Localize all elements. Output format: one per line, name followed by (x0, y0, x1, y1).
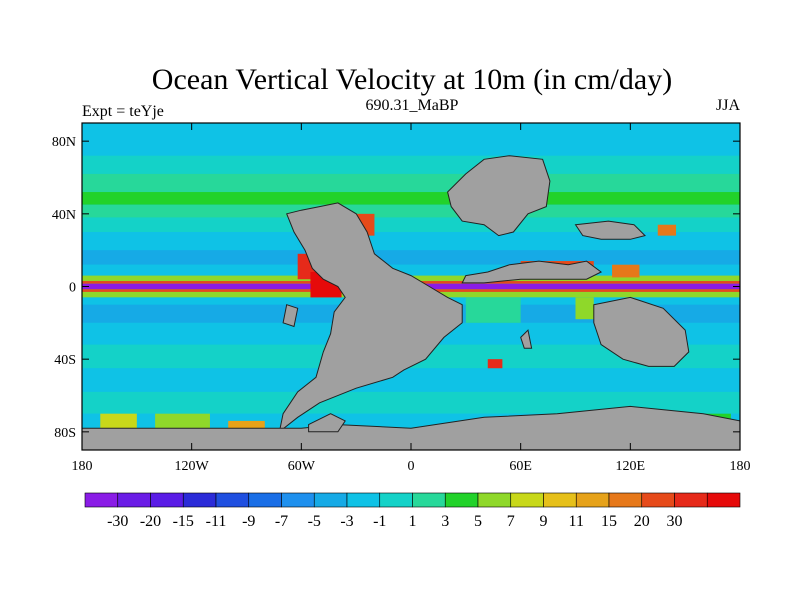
colorbar-swatch (510, 492, 544, 508)
colorbar-label: -3 (340, 513, 353, 530)
x-tick-label: 60E (509, 459, 532, 474)
colorbar-label: 9 (540, 513, 548, 530)
colorbar-label: -30 (107, 513, 128, 530)
colorbar-label: -11 (206, 513, 227, 530)
y-axis: 80N 40N 0 40S 80S (52, 135, 740, 441)
colorbar-label: -15 (173, 513, 194, 530)
colorbar-swatch (575, 492, 610, 508)
colorbar-swatch (444, 492, 479, 508)
colorbar-swatch (248, 492, 282, 508)
x-tick-label: 180 (730, 459, 751, 474)
latitude-band (82, 192, 740, 205)
experiment-label: Expt = teYje (82, 103, 164, 120)
colorbar-label: -5 (308, 513, 321, 530)
y-tick-label: 80N (52, 135, 76, 150)
colorbar-swatch (346, 492, 381, 508)
colorbar-swatch (477, 492, 512, 508)
land-mass (461, 260, 603, 284)
x-tick-label: 120W (175, 459, 210, 474)
colorbar-label: 11 (569, 513, 584, 530)
x-tick-label: 0 (408, 459, 415, 474)
colorbar-label: 20 (634, 513, 650, 530)
land-mass (308, 413, 346, 433)
colorbar-swatch (182, 492, 217, 508)
colorbar-label: -20 (140, 513, 161, 530)
colorbar-swatch (215, 492, 250, 508)
latitude-band (82, 232, 740, 251)
colorbar-swatch (379, 492, 413, 508)
colorbar-swatch (608, 492, 643, 508)
velocity-patch (487, 359, 503, 369)
velocity-patch (575, 297, 594, 320)
x-tick-label: 60W (288, 459, 316, 474)
season-label: JJA (716, 97, 740, 114)
land-mass (278, 202, 463, 434)
colorbar-swatch (117, 492, 151, 508)
colorbar-label: 7 (507, 513, 515, 530)
colorbar-label: 30 (667, 513, 683, 530)
colorbar-label: -7 (275, 513, 288, 530)
latitude-band (82, 368, 740, 392)
colorbar-swatch (150, 492, 184, 508)
latitude-band (82, 391, 740, 414)
colorbar-swatch (674, 492, 708, 508)
land-mass (593, 296, 690, 367)
colorbar-swatch (412, 492, 446, 508)
x-tick-label: 120E (616, 459, 646, 474)
velocity-patch (657, 224, 677, 236)
colorbar-label: 3 (441, 513, 449, 530)
velocity-patch (612, 264, 640, 278)
velocity-patch (465, 297, 521, 323)
velocity-patch (100, 413, 137, 432)
latitude-band (82, 250, 740, 265)
map-area (81, 122, 741, 451)
colorbar-label: -1 (373, 513, 386, 530)
land-mass (447, 155, 551, 237)
colorbar-label: 5 (474, 513, 482, 530)
x-axis: 180 120W 60W 0 60E 120E 180 (72, 123, 751, 474)
colorbar-label: -9 (242, 513, 255, 530)
colorbar: -30 -20 -15 -11 -9 -7 -5 -3 -1 1 3 5 7 9 11 15 20 30 (84, 492, 741, 530)
colorbar-swatch (313, 492, 348, 508)
colorbar-swatch (543, 492, 577, 508)
colorbar-swatch (84, 492, 119, 508)
latitude-band (82, 217, 740, 232)
x-tick-label: 180 (72, 459, 93, 474)
land-mass (574, 220, 646, 240)
land-mass (282, 304, 299, 328)
y-tick-label: 80S (54, 426, 76, 441)
latitude-band (82, 204, 740, 218)
colorbar-swatch (281, 492, 315, 508)
land-mass (520, 329, 533, 349)
y-tick-label: 40N (52, 208, 76, 223)
colorbar-swatch (706, 492, 741, 508)
velocity-patch (155, 413, 210, 429)
chart-title: Ocean Vertical Velocity at 10m (in cm/da… (152, 63, 672, 96)
y-tick-label: 40S (54, 353, 76, 368)
colorbar-label: 15 (601, 513, 617, 530)
colorbar-label: 1 (409, 513, 417, 530)
latitude-band (82, 264, 740, 276)
age-label: 690.31_MaBP (366, 97, 459, 114)
colorbar-swatch (641, 492, 675, 508)
latitude-band (82, 173, 740, 193)
y-tick-label: 0 (69, 281, 76, 296)
latitude-band (82, 155, 740, 174)
velocity-field (82, 123, 740, 450)
